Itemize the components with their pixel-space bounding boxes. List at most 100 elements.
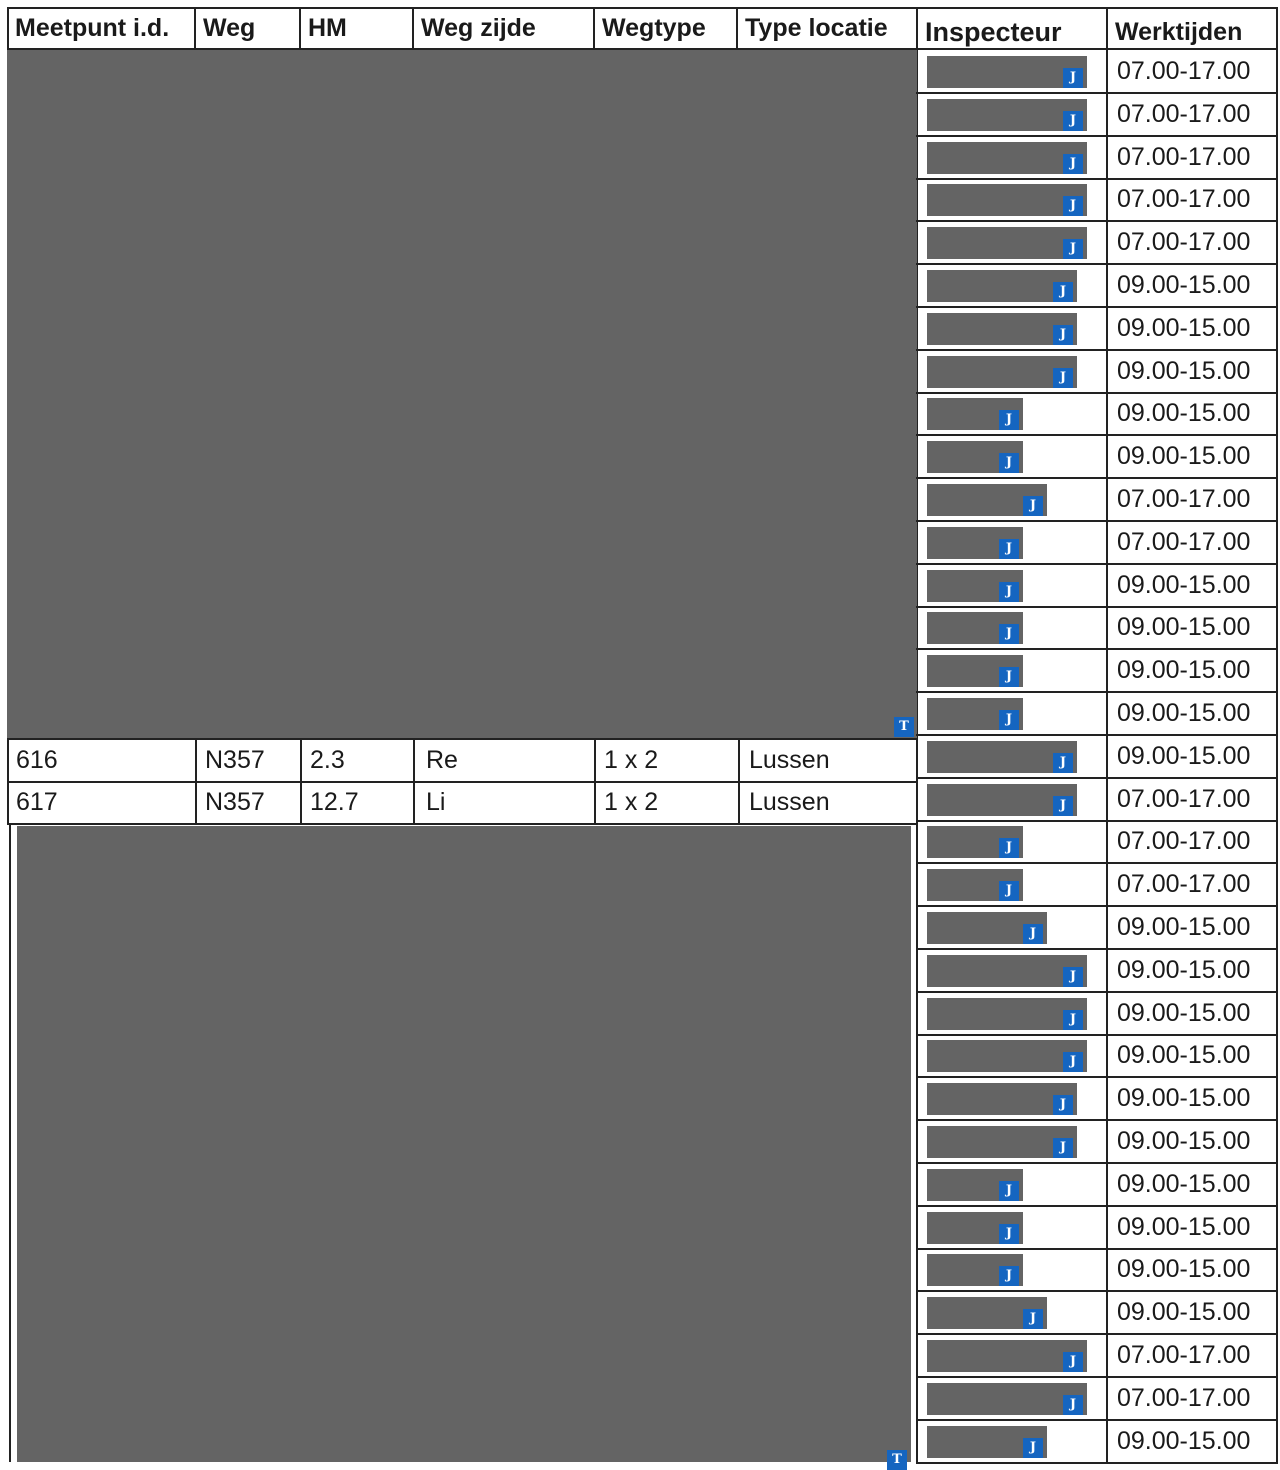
werktijden-cell: 07.00-17.00 [1117,228,1251,256]
inspecteur-j-badge: J [999,710,1019,730]
row-border [916,434,1278,436]
inspecteur-j-badge: J [999,1266,1019,1286]
col-border [738,738,740,825]
row-border [916,1076,1278,1078]
inspecteur-j-badge: J [1053,796,1073,816]
col-border [299,7,301,49]
row-border [916,477,1278,479]
row-border [916,991,1278,993]
inspecteur-redacted-name [927,741,1077,773]
table-row-617-weg-zijde: Li [426,788,446,816]
header-hm: HM [308,14,347,42]
col-border [300,738,302,825]
inspecteur-redacted-name [927,313,1077,345]
row-border [916,563,1278,565]
werktijden-cell: 07.00-17.00 [1117,185,1251,213]
werktijden-cell: 09.00-15.00 [1117,357,1251,385]
row-border [916,905,1278,907]
inspecteur-j-badge: J [1053,1095,1073,1115]
inspecteur-j-badge: J [1063,1010,1083,1030]
werktijden-cell: 09.00-15.00 [1117,399,1251,427]
table-row-617-type-locatie: Lussen [749,788,830,816]
table-row-616-wegtype: 1 x 2 [604,746,659,774]
row-border [916,1419,1278,1421]
werktijden-cell: 09.00-15.00 [1117,314,1251,342]
row-border [7,781,917,783]
row-border [916,520,1278,522]
werktijden-cell: 09.00-15.00 [1117,1298,1251,1326]
werktijden-cell: 09.00-15.00 [1117,956,1251,984]
inspecteur-j-badge: J [1023,1438,1043,1458]
row-border [916,392,1278,394]
col-border [412,7,414,49]
col-border [7,7,9,49]
table-row-617-meetpunt: 617 [16,788,58,816]
inspecteur-redacted-name [927,955,1087,987]
inspecteur-redacted-name [927,1083,1077,1115]
inspecteur-j-badge: J [1063,196,1083,216]
inspecteur-j-badge: J [1063,967,1083,987]
werktijden-cell: 09.00-15.00 [1117,1084,1251,1112]
inspecteur-j-badge: J [1023,1309,1043,1329]
werktijden-cell: 07.00-17.00 [1117,485,1251,513]
inspecteur-j-badge: J [1063,239,1083,259]
redacted-block-top [7,50,917,738]
inspecteur-j-badge: J [999,453,1019,473]
col-border [195,738,197,825]
redaction-t-badge: T [887,1450,907,1470]
inspecteur-redacted-name [927,356,1077,388]
row-border [916,306,1278,308]
werktijden-cell: 07.00-17.00 [1117,57,1251,85]
table-row-616-weg: N357 [205,746,265,774]
row-border [916,1034,1278,1036]
header-bottom-border [7,48,1277,50]
table-top-border [7,7,1277,9]
inspecteur-j-badge: J [999,1181,1019,1201]
header-werktijden: Werktijden [1115,18,1243,46]
inspecteur-redacted-name [927,1340,1087,1372]
row-border [916,734,1278,736]
row-border [916,1205,1278,1207]
inspecteur-j-badge: J [1053,753,1073,773]
row-border [916,1162,1278,1164]
redacted-block-bottom [17,826,911,1462]
row-border [916,263,1278,265]
inspecteur-j-badge: J [1063,111,1083,131]
werktijden-cell: 09.00-15.00 [1117,1170,1251,1198]
table-row-616-type-locatie: Lussen [749,746,830,774]
inspecteur-j-badge: J [1063,154,1083,174]
header-inspecteur: Inspecteur [925,17,1062,47]
header-weg-zijde: Weg zijde [421,14,536,42]
inspecteur-j-badge: J [999,582,1019,602]
row-border [916,349,1278,351]
werktijden-cell: 07.00-17.00 [1117,1384,1251,1412]
werktijden-cell: 09.00-15.00 [1117,999,1251,1027]
werktijden-cell: 07.00-17.00 [1117,143,1251,171]
werktijden-cell: 09.00-15.00 [1117,571,1251,599]
inspecteur-redacted-name [927,784,1077,816]
inspecteur-redacted-name [927,184,1087,216]
header-type-locatie: Type locatie [745,14,888,42]
row-border [7,738,917,740]
werktijden-cell: 07.00-17.00 [1117,785,1251,813]
row-border [916,648,1278,650]
col-border [594,738,596,825]
inspecteur-redacted-name [927,1040,1087,1072]
werktijden-cell: 09.00-15.00 [1117,1213,1251,1241]
werktijden-cell: 09.00-15.00 [1117,1255,1251,1283]
inspecteur-j-badge: J [999,881,1019,901]
row-border [916,220,1278,222]
row-border [7,823,917,825]
inspecteur-j-badge: J [1023,496,1043,516]
werktijden-cell: 09.00-15.00 [1117,271,1251,299]
inspecteur-j-badge: J [1063,68,1083,88]
col-border [7,738,9,825]
row-border [916,1119,1278,1121]
inspecteur-redacted-name [927,56,1087,88]
inspecteur-redacted-name [927,1383,1087,1415]
table-row-617-wegtype: 1 x 2 [604,788,659,816]
werktijden-cell: 07.00-17.00 [1117,528,1251,556]
werktijden-cell: 07.00-17.00 [1117,100,1251,128]
inspecteur-redacted-name [927,998,1087,1030]
